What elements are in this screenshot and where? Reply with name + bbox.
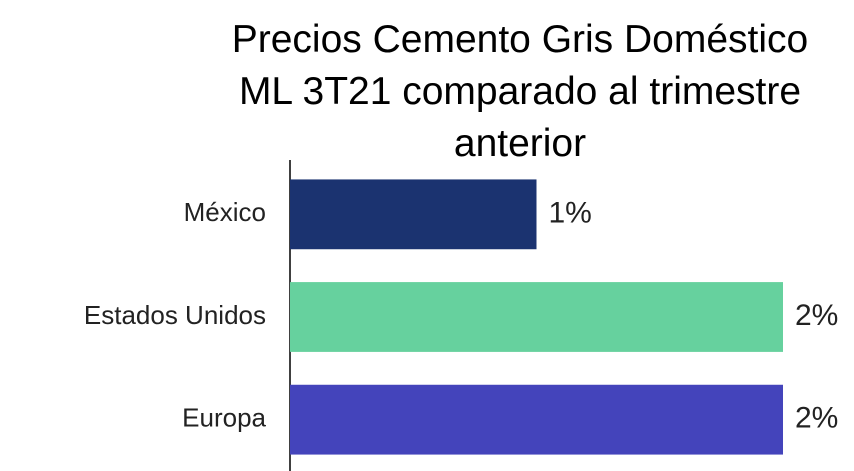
bar [290,179,537,250]
value-label: 1% [549,196,592,229]
category-label: Europa [182,403,266,433]
category-label: Estados Unidos [84,300,266,330]
value-label: 2% [795,402,838,435]
value-label: 2% [795,299,838,332]
bar [290,384,783,455]
category-label: México [184,197,266,227]
bar [290,282,783,352]
chart-title: Precios Cemento Gris Doméstico ML 3T21 c… [231,18,809,165]
